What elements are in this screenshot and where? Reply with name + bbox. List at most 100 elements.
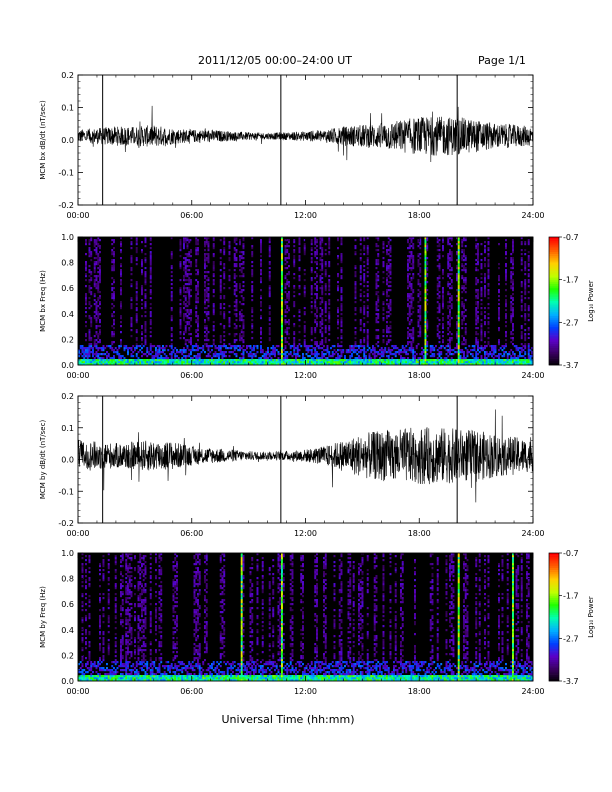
spectrogram-cell xyxy=(386,291,388,294)
spectrogram-cell xyxy=(141,263,143,266)
spectrogram-cell xyxy=(323,353,325,356)
spectrogram-cell xyxy=(270,357,273,360)
spectrogram-cell xyxy=(429,347,432,350)
spectrogram-cell xyxy=(90,251,93,254)
spectrogram-cell xyxy=(422,357,425,360)
spectrogram-cell xyxy=(524,253,527,256)
spectrogram-cell xyxy=(233,237,236,240)
spectrogram-cell xyxy=(463,281,465,284)
spectrogram-cell xyxy=(389,353,392,356)
spectrogram-cell xyxy=(386,263,388,266)
spectrogram-cell xyxy=(375,243,378,246)
spectrogram-cell xyxy=(373,357,376,360)
spectrogram-cell xyxy=(443,361,446,364)
spectrogram-cell xyxy=(261,349,264,352)
spectrogram-cell xyxy=(237,359,240,362)
spectrogram-cell xyxy=(183,245,185,248)
spectrogram-cell xyxy=(477,319,479,322)
spectrogram-cell xyxy=(375,293,378,296)
spectrogram-cell xyxy=(135,281,138,284)
spectrogram-cell xyxy=(387,315,390,318)
spectrogram-cell xyxy=(293,343,296,346)
spectrogram-cell xyxy=(319,245,322,248)
spectrogram-cell xyxy=(176,363,178,366)
spectrogram-cell xyxy=(240,303,243,306)
spectrogram-cell xyxy=(284,247,287,250)
spectrogram-cell xyxy=(459,357,462,360)
spectrogram-cell xyxy=(149,273,152,276)
spectrogram-cell xyxy=(281,305,283,308)
spectrogram-cell xyxy=(113,297,115,300)
spectrogram-cell xyxy=(487,243,490,246)
spectrogram-cell xyxy=(457,323,460,326)
spectrogram-cell xyxy=(520,309,523,312)
spectrogram-cell xyxy=(88,303,91,306)
spectrogram-cell xyxy=(286,301,289,304)
x-tick-label: 00:00 xyxy=(66,211,89,220)
spectrogram-cell xyxy=(118,353,121,356)
spectrogram-cell xyxy=(204,275,206,278)
spectrogram-cell xyxy=(125,359,128,362)
spectrogram-cell xyxy=(438,319,441,322)
spectrogram-cell xyxy=(506,355,509,358)
spectrogram-cell xyxy=(419,311,422,314)
spectrogram-cell xyxy=(149,261,152,264)
spectrogram-cell xyxy=(228,317,231,320)
spectrogram-cell xyxy=(464,239,467,242)
spectrogram-cell xyxy=(239,319,241,322)
spectrogram-cell xyxy=(475,339,478,342)
spectrogram-cell xyxy=(408,309,411,312)
spectrogram-cell xyxy=(223,297,226,300)
spectrogram-cell xyxy=(130,317,133,320)
spectrogram-cell xyxy=(513,345,516,348)
spectrogram-cell xyxy=(487,289,490,292)
spectrogram-cell xyxy=(170,317,173,320)
spectrogram-cell xyxy=(116,349,119,352)
spectrogram-cell xyxy=(93,267,96,270)
spectrogram-cell xyxy=(510,305,513,308)
spectrogram-cell xyxy=(524,343,527,346)
spectrogram-cell xyxy=(104,353,107,356)
spectrogram-cell xyxy=(464,361,467,364)
spectrogram-cell xyxy=(310,261,313,264)
spectrogram-cell xyxy=(505,247,507,250)
spectrogram-cell xyxy=(520,297,523,300)
spectrogram-cell xyxy=(382,331,385,334)
spectrogram-cell xyxy=(78,663,80,666)
spectrogram-cell xyxy=(498,359,500,362)
spectrogram-cell xyxy=(135,257,138,260)
spectrogram-cell xyxy=(197,287,199,290)
spectrogram-cell xyxy=(351,359,353,362)
spectrogram-cell xyxy=(358,345,360,348)
spectrogram-cell xyxy=(239,265,241,268)
spectrogram-cell xyxy=(408,359,411,362)
spectrogram-cell xyxy=(179,351,182,354)
spectrogram-cell xyxy=(144,323,147,326)
spectrogram-cell xyxy=(414,355,416,358)
spectrogram-cell xyxy=(235,359,238,362)
spectrogram-cell xyxy=(85,267,87,270)
spectrogram-cell xyxy=(314,341,317,344)
spectrogram-cell xyxy=(438,267,441,270)
spectrogram-cell xyxy=(142,353,145,356)
spectrogram-cell xyxy=(107,359,110,362)
spectrogram-cell xyxy=(449,305,451,308)
spectrogram-cell xyxy=(113,287,115,290)
spectrogram-cell xyxy=(170,257,173,260)
spectrogram-cell xyxy=(141,315,143,318)
spectrogram-cell xyxy=(188,299,191,302)
spectrogram-cell xyxy=(155,359,157,362)
spectrogram-cell xyxy=(149,267,152,270)
spectrogram-cell xyxy=(375,321,378,324)
spectrogram-cell xyxy=(190,309,192,312)
spectrogram-cell xyxy=(326,349,329,352)
spectrogram-cell xyxy=(251,281,254,284)
spectrogram-cell xyxy=(281,333,283,336)
spectrogram-cell xyxy=(394,351,397,354)
spectrogram-cell xyxy=(505,363,507,366)
spectrogram-cell xyxy=(219,295,222,298)
spectrogram-cell xyxy=(475,307,478,310)
spectrogram-cell xyxy=(216,359,219,362)
spectrogram-cell xyxy=(375,303,378,306)
spectrogram-cell xyxy=(524,297,527,300)
